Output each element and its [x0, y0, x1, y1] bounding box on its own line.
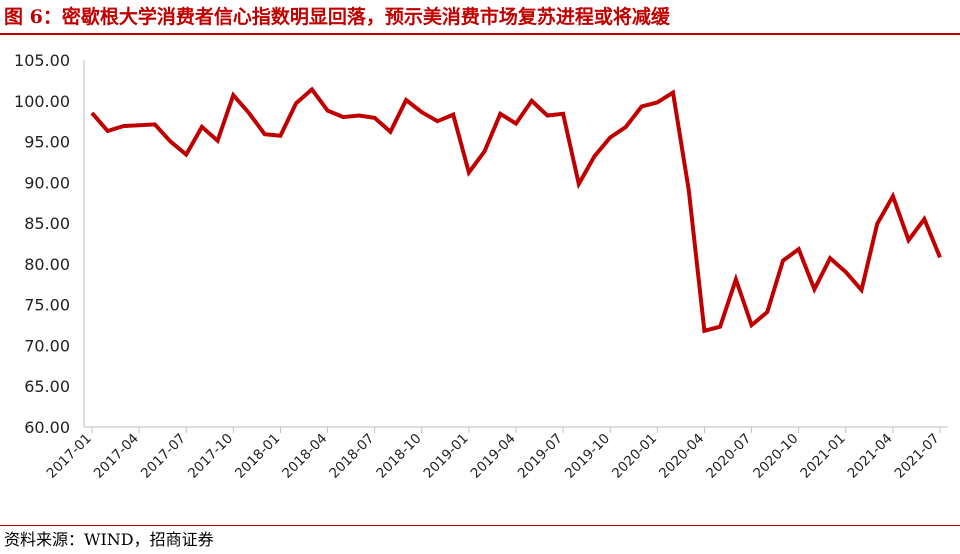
x-tick-label: 2019-07 — [515, 431, 566, 482]
x-tick-label: 2017-01 — [44, 431, 95, 482]
y-tick-label: 70.00 — [24, 336, 70, 355]
y-tick-label: 100.00 — [14, 92, 70, 111]
y-tick-label: 75.00 — [24, 296, 70, 315]
x-tick-label: 2019-01 — [421, 431, 472, 482]
y-axis: 60.00 65.00 70.00 75.00 80.00 85.00 90.00 95.00… — [14, 51, 85, 437]
x-tick-label: 2018-04 — [279, 431, 330, 482]
y-tick-label: 80.00 — [24, 255, 70, 274]
source-note: 资料来源：WIND，招商证券 — [4, 530, 214, 549]
y-tick-label: 85.00 — [24, 214, 70, 233]
y-tick-label: 60.00 — [24, 418, 70, 437]
series — [90, 86, 942, 334]
x-tick-label: 2020-07 — [703, 431, 754, 482]
x-tick-label: 2021-04 — [845, 431, 896, 482]
x-tick-label: 2020-04 — [656, 431, 707, 482]
footer-divider — [0, 525, 960, 526]
x-tick-label: 2020-10 — [750, 431, 801, 482]
x-tick-label: 2018-07 — [326, 431, 377, 482]
x-tick-label: 2017-04 — [91, 431, 142, 482]
x-tick-label: 2020-01 — [609, 431, 660, 482]
x-axis: 2017-012017-042017-072017-102018-012018-… — [44, 426, 948, 482]
chart-title: 图 6：密歇根大学消费者信心指数明显回落，预示美消费市场复苏进程或将减缓 — [4, 6, 670, 28]
line-chart: 60.00 65.00 70.00 75.00 80.00 85.00 90.00 95.00… — [14, 51, 948, 482]
x-tick-label: 2021-07 — [892, 431, 943, 482]
series-line — [90, 86, 942, 334]
title-divider — [0, 33, 960, 35]
x-tick-label: 2017-10 — [185, 431, 236, 482]
y-tick-label: 65.00 — [24, 377, 70, 396]
x-tick-label: 2019-10 — [562, 431, 613, 482]
x-tick-label: 2017-07 — [138, 431, 189, 482]
x-tick-label: 2018-10 — [373, 431, 424, 482]
x-tick-label: 2019-04 — [468, 431, 519, 482]
y-tick-label: 95.00 — [24, 133, 70, 152]
x-tick-label: 2021-01 — [797, 431, 848, 482]
y-tick-label: 90.00 — [24, 173, 70, 192]
x-tick-label: 2018-01 — [232, 431, 283, 482]
y-tick-label: 105.00 — [14, 51, 70, 70]
